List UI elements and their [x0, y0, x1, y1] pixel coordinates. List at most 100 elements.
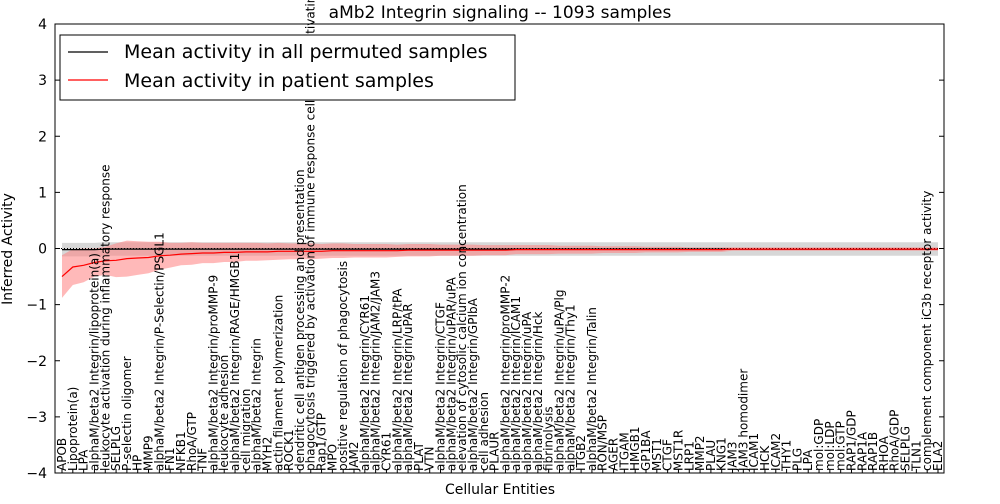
x-tick-label-9: alphaM/beta2 Integrin/P-Selectin/PSGL1 — [152, 232, 166, 471]
x-tick-label-77: RhoA/GDP — [888, 410, 902, 471]
x-tick-label-4: leukocyte activation during inflammatory… — [98, 164, 112, 471]
x-tick-label-12: RhoA/GTP — [185, 412, 199, 471]
x-tick-label-57: MST1R — [671, 430, 685, 471]
y-tick-label: 0 — [38, 242, 47, 258]
x-tick-label-68: PLG — [790, 448, 804, 471]
x-tick-label-43: alphaM/beta2 Integrin/uPA — [520, 311, 534, 471]
x-tick-label-73: RAP1/GDP — [845, 410, 859, 471]
x-tick-label-35: alphaM/beta2 Integrin/CTGF — [434, 302, 448, 471]
x-tick-label-8: MMP9 — [142, 435, 156, 471]
y-tick-label: −1 — [26, 298, 47, 314]
x-tick-label-51: AGER — [607, 438, 621, 471]
x-tick-label-20: actin filament polymerization — [271, 295, 285, 471]
x-tick-label-45: fibrinolysis — [542, 406, 556, 471]
x-tick-label-56: CTGF — [661, 439, 675, 471]
plot-frame — [54, 23, 945, 474]
x-tick-label-2: LPA — [77, 449, 91, 471]
x-tick-label-79: TLN1 — [909, 440, 923, 472]
y-tick-label: −2 — [26, 354, 47, 370]
x-tick-label-44: alphaM/beta2 Integrin/Hck — [531, 311, 545, 471]
x-tick-label-6: P-selectin oligomer — [120, 356, 134, 471]
x-tick-label-11: NFKB1 — [174, 431, 188, 471]
x-tick-label-48: ITGB2 — [574, 435, 588, 471]
x-tick-label-75: RAP1B — [866, 432, 880, 471]
x-tick-label-64: ICAM1 — [747, 433, 761, 471]
x-tick-label-47: alphaM/beta2 Integrin/Thy1 — [563, 304, 577, 471]
y-tick-label: 3 — [38, 73, 47, 89]
chart-title: aMb2 Integrin signaling -- 1093 samples — [329, 3, 672, 23]
series-lines — [55, 248, 944, 278]
x-tick-label-59: MMP2 — [693, 435, 707, 471]
y-axis-label: Inferred Activity — [0, 193, 16, 305]
x-tick-label-63: JAM3 homodimer — [736, 369, 750, 472]
y-tick-label: −4 — [26, 466, 47, 482]
x-tick-label-61: KNG1 — [715, 437, 729, 471]
x-tick-label-67: THY1 — [780, 440, 794, 472]
x-tick-label-65: HCK — [758, 445, 772, 471]
x-tick-label-38: alphaM/beta2 Integrin/GPIbA — [466, 297, 480, 471]
x-tick-label-55: MST1 — [650, 438, 664, 471]
legend-label-permuted: Mean activity in all permuted samples — [124, 41, 487, 63]
x-tick-label-54: GP1BA — [639, 430, 653, 471]
x-tick-label-15: leukocyte adhesion — [217, 355, 231, 471]
legend: Mean activity in all permuted samples Me… — [59, 34, 516, 101]
x-tick-label-25: MPO — [325, 444, 339, 471]
x-tick-label-41: alphaM/beta2 Integrin/proMMP-2 — [498, 275, 512, 471]
x-tick-label-5: SELPLG — [109, 426, 123, 471]
x-tick-label-13: TNF — [196, 448, 210, 472]
x-tick-label-53: HMGB1 — [628, 426, 642, 471]
x-tick-label-33: PLAT — [412, 442, 426, 471]
x-tick-label-69: LPA — [801, 449, 815, 471]
x-tick-label-28: alphaM/beta2 Integrin/CYR61 — [358, 295, 372, 471]
x-tick-label-76: RHOA — [877, 435, 891, 471]
x-tick-label-80: complement component iC3b receptor activ… — [920, 191, 934, 471]
x-tick-label-78: SELPLG — [899, 426, 913, 471]
x-tick-label-1: Lipoprotein(a) — [66, 387, 80, 471]
x-tick-label-3: alphaM/beta2 Integrin/lipoprotein(a) — [87, 253, 101, 471]
y-tick-label: 1 — [38, 185, 47, 201]
x-tick-label-14: alphaM/beta2 Integrin/proMMP-9 — [206, 275, 220, 471]
x-tick-label-37: elevation of cytosolic calcium ion conce… — [455, 184, 469, 471]
legend-box — [59, 34, 516, 101]
x-tick-label-27: JAM2 — [347, 441, 361, 472]
line-mean-activity-in-patient-samples — [61, 248, 938, 278]
x-tick-label-10: FN1 — [163, 447, 177, 471]
x-tick-label-58: LRP1 — [682, 441, 696, 471]
x-tick-label-60: PLAU — [704, 440, 718, 471]
x-tick-label-17: cell migration — [239, 389, 253, 471]
y-tick-label: 4 — [38, 17, 47, 33]
band-mean-activity-in-patient-samples — [62, 240, 938, 298]
x-tick-label-32: alphaM/beta2 Integrin/uPAR — [401, 303, 415, 471]
x-tick-label-26: positive regulation of phagocytosis — [336, 261, 350, 471]
x-tick-label-29: alphaM/beta2 Integrin/JAM2/JAM3 — [369, 271, 383, 471]
x-tick-label-81: ELA2 — [931, 441, 945, 471]
x-tick-label-72: mol:GTP — [834, 421, 848, 471]
x-tick-label-24: Rap1/GTP — [315, 413, 329, 471]
x-tick-label-39: cell adhesion — [477, 392, 491, 471]
x-tick-label-40: PLAUR — [488, 431, 502, 471]
x-tick-label-42: alphaM/beta2 Integrin/ICAM1 — [509, 296, 523, 471]
x-tick-label-50: RON/MSP — [596, 415, 610, 471]
y-axis: −4 −3 −2 −1 0 1 2 3 4 — [26, 17, 944, 482]
x-tick-label-30: CYR61 — [379, 432, 393, 471]
x-tick-label-16: alphaM/beta2 Integrin/RAGE/HMGB1 — [228, 253, 242, 471]
x-tick-label-70: mol:GDP — [812, 419, 826, 471]
x-tick-label-7: HP — [131, 455, 145, 471]
x-tick-label-36: alphaM/beta2 Integrin/uPAR/uPA — [444, 276, 458, 471]
y-tick-label: 2 — [38, 129, 47, 145]
x-tick-label-46: alphaM/beta2 Integrin/uPA/Plg — [553, 290, 567, 471]
x-tick-label-71: mol:LDP — [823, 421, 837, 471]
x-axis-label: Cellular Entities — [445, 482, 555, 498]
x-tick-label-23: phagocytosis triggered by activation of … — [304, 0, 318, 471]
x-tick-label-19: MYH2 — [261, 437, 275, 471]
x-tick-label-74: RAP1A — [855, 431, 869, 471]
x-tick-label-18: alphaM/beta2 Integrin — [250, 338, 264, 471]
y-tick-label: −3 — [26, 410, 47, 426]
x-tick-label-0: APOB — [55, 438, 69, 471]
x-tick-label-62: JAM3 — [726, 441, 740, 472]
x-tick-label-49: alphaM/beta2 Integrin/Talin — [585, 307, 599, 471]
x-tick-label-22: dendritic cell antigen processing and pr… — [293, 169, 307, 471]
x-tick-label-66: ICAM2 — [769, 433, 783, 471]
